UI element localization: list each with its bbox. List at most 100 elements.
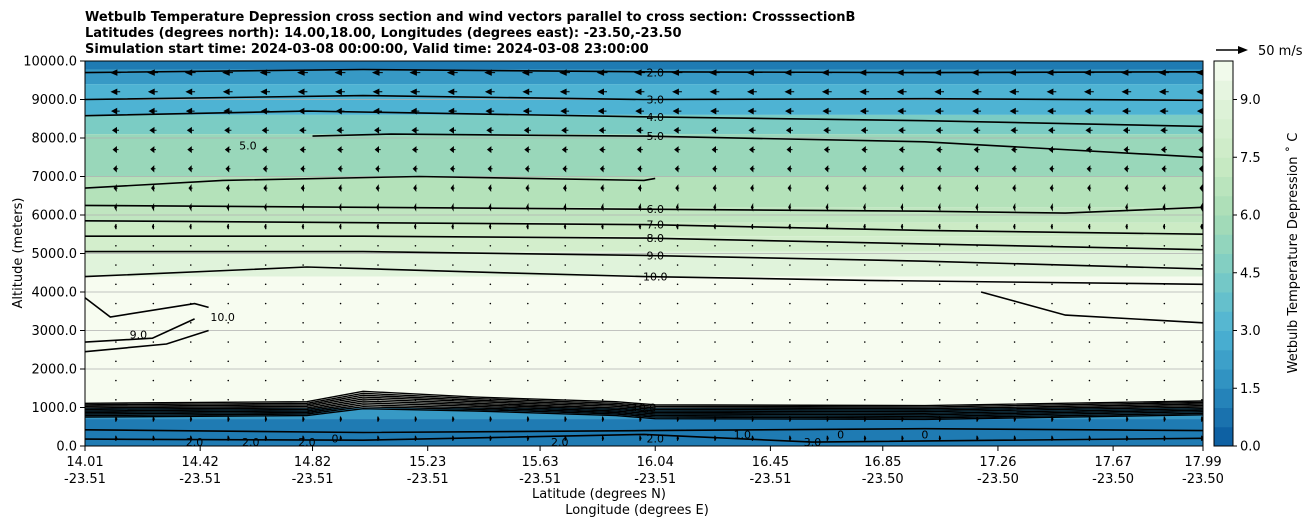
wind-vector [938,360,941,363]
contour-label: 2.0 [551,436,569,449]
wind-vector [302,379,304,382]
wind-vector [448,107,457,115]
wind-vector [976,399,978,401]
wind-vector [414,245,417,247]
wind-vector [302,264,304,266]
contour-line [85,433,1203,443]
wind-vector [1088,245,1091,247]
wind-vector [714,379,716,382]
wind-vector [901,416,904,422]
wind-vector [373,107,382,115]
wind-vector [189,379,192,382]
wind-vector [452,283,454,286]
wind-vector [751,399,754,401]
wind-vector [226,223,230,230]
wind-vector [826,360,829,363]
wind-vector [713,223,716,230]
wind-vector [1200,360,1203,363]
wind-vector [900,223,904,230]
wind-vector [1120,69,1132,76]
wind-vector [148,107,158,115]
wind-vector [676,360,679,363]
wind-vector [562,165,568,173]
wind-vector [1051,322,1053,324]
colorbar-tick-label: 6.0 [1240,209,1261,224]
wind-vector [452,399,454,401]
wind-vector [452,379,454,382]
wind-vector [789,283,791,286]
wind-vector [714,264,716,266]
wind-vector [562,184,567,193]
wind-vector [559,88,570,96]
wind-vector [899,165,905,173]
contour-line [85,392,1203,408]
wind-vector [973,146,980,154]
wind-vector [375,184,380,193]
wind-vector [1050,202,1054,212]
wind-vector [897,107,907,115]
wind-vector [526,399,529,401]
wind-vector [115,245,117,247]
wind-vector [414,379,417,382]
chart-title-line-3: Simulation start time: 2024-03-08 00:00:… [85,42,649,57]
wind-vector [522,107,532,115]
contour-label: 2.0 [646,67,664,80]
wind-vector [302,341,304,343]
wind-vector [264,223,267,230]
contour-line [312,133,1203,159]
wind-vector [863,264,866,266]
wind-vector [152,264,155,266]
wind-vector [259,69,271,76]
wind-vector [1126,322,1128,324]
wind-vector [1013,379,1016,382]
wind-vector [189,264,192,266]
quiver-key-arrowhead [1238,46,1248,54]
wind-vector [901,435,904,442]
wind-vector [863,245,866,247]
wind-vector [377,435,380,442]
colorbar-segment [1214,176,1233,197]
wind-vector [339,302,342,305]
wind-vector [411,146,419,154]
wind-vector [189,302,192,305]
wind-vector [114,435,118,442]
contour-line [85,94,1203,102]
wind-vector [262,165,268,173]
wind-vector [377,360,379,363]
wind-vector [714,283,716,286]
colorbar-segment [1214,388,1233,408]
wind-vector [713,202,717,212]
wind-vector [111,126,119,134]
wind-vector [189,283,192,286]
contour-label: 2.0 [646,432,664,445]
wind-vector [821,69,833,76]
wind-vector [149,126,157,134]
wind-vector [450,184,455,193]
wind-vector [151,223,155,230]
wind-vector [826,245,829,247]
wind-vector [714,416,717,422]
wind-vector [634,88,645,96]
wind-vector [339,341,342,343]
colorbar-segment [1214,407,1233,428]
color-band [85,61,1203,70]
wind-vector [1200,302,1203,305]
wind-vector [189,399,192,401]
wind-vector [189,202,192,212]
wind-vector [938,322,941,324]
wind-vector [1162,202,1166,212]
wind-vector [489,435,492,442]
wind-vector [227,322,230,324]
wind-vector [1087,184,1092,193]
wind-vector [300,165,306,173]
wind-vector [377,283,379,286]
color-band [85,236,1203,252]
wind-vector [563,223,567,230]
wind-vector [938,399,941,401]
contour-line [980,291,1203,324]
wind-vector [1088,322,1091,324]
wind-vector [1087,223,1091,230]
wind-vector [639,435,642,442]
wind-vector [302,416,305,422]
wind-vector [486,146,493,154]
